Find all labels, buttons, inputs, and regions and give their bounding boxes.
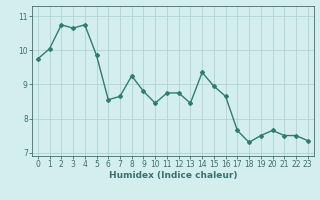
X-axis label: Humidex (Indice chaleur): Humidex (Indice chaleur) [108, 171, 237, 180]
